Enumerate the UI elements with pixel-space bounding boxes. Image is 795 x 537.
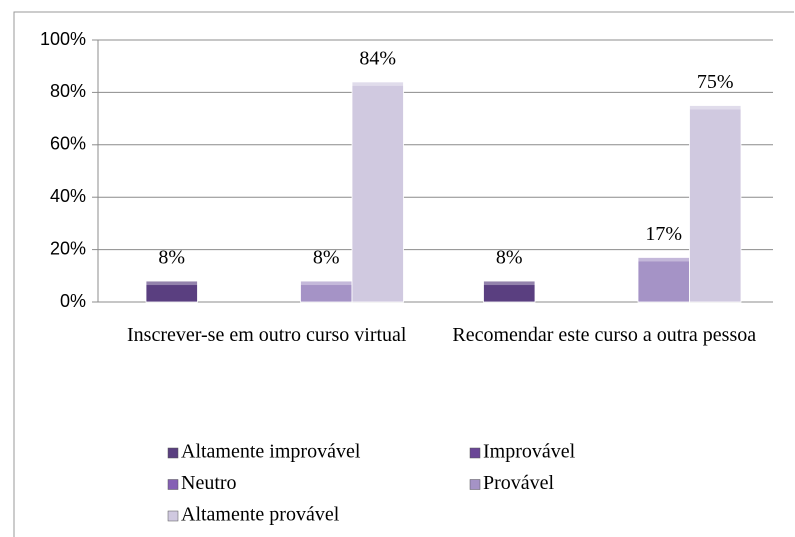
bar-shade bbox=[638, 257, 690, 262]
legend-label: Altamente provável bbox=[181, 504, 340, 526]
x-tick-label: Recomendar este curso a outra pessoa bbox=[452, 324, 757, 346]
legend-swatch bbox=[167, 447, 179, 459]
y-tick-label: 80% bbox=[50, 81, 86, 101]
legend-label: Neutro bbox=[181, 472, 237, 494]
data-label: 8% bbox=[496, 247, 523, 269]
y-tick-label: 40% bbox=[50, 186, 86, 206]
data-label: 75% bbox=[697, 71, 734, 93]
bar-shade bbox=[146, 281, 198, 286]
legend-swatch bbox=[469, 447, 481, 459]
legend-label: Provável bbox=[483, 472, 555, 494]
bar bbox=[689, 105, 742, 303]
bar bbox=[145, 280, 198, 303]
bar bbox=[637, 257, 690, 303]
legend-swatch bbox=[167, 510, 179, 522]
bar-shade bbox=[300, 281, 352, 286]
bar-shade bbox=[352, 81, 404, 86]
legend-swatch bbox=[469, 479, 481, 490]
x-tick-label: Inscrever-se em outro curso virtual bbox=[127, 324, 407, 346]
data-label: 8% bbox=[158, 247, 185, 269]
data-label: 17% bbox=[645, 223, 682, 245]
legend-label: Improvável bbox=[483, 441, 576, 463]
y-tick-label: 100% bbox=[40, 29, 86, 49]
y-tick-label: 0% bbox=[60, 291, 86, 311]
bar bbox=[483, 280, 536, 303]
bar bbox=[351, 81, 404, 303]
bar-shade bbox=[483, 281, 535, 286]
legend-swatch bbox=[167, 479, 179, 490]
y-tick-label: 60% bbox=[50, 134, 86, 154]
data-label: 84% bbox=[359, 48, 396, 70]
data-label: 8% bbox=[313, 247, 340, 269]
legend-label: Altamente improvável bbox=[181, 441, 361, 463]
bar-shade bbox=[689, 105, 741, 110]
chart-border bbox=[13, 11, 794, 537]
y-tick-label: 20% bbox=[50, 238, 86, 258]
